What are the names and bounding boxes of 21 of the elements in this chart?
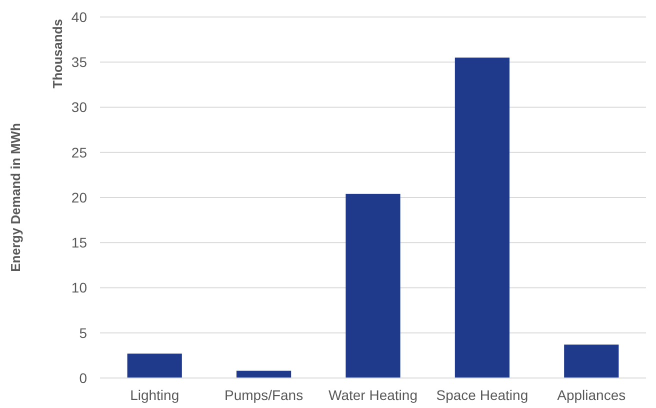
bar	[564, 344, 619, 378]
y-tick-label: 35	[71, 54, 88, 70]
bar	[454, 58, 510, 378]
y-tick-label: 10	[71, 280, 88, 296]
x-tick-label: Space Heating	[436, 387, 528, 403]
y-tick-label: 40	[71, 8, 88, 25]
y-axis-title: Energy Demand in MWh	[8, 123, 23, 272]
x-tick-label: Water Heating	[328, 387, 418, 403]
x-tick-label: Appliances	[557, 387, 626, 403]
text: Thousands	[50, 19, 65, 88]
y-tick-label: 15	[71, 234, 88, 251]
bar	[346, 194, 400, 378]
bar	[127, 354, 182, 378]
x-tick-label: Pumps/Fans	[224, 387, 304, 403]
y-tick-label: 20	[71, 189, 88, 206]
y-tick-label: 5	[79, 324, 88, 341]
y-tick-label: 30	[71, 99, 88, 116]
x-tick-label: Lighting	[130, 387, 180, 403]
bar	[236, 370, 292, 378]
y-tick-label: 25	[71, 144, 88, 160]
y-tick-label: 0	[79, 370, 88, 386]
